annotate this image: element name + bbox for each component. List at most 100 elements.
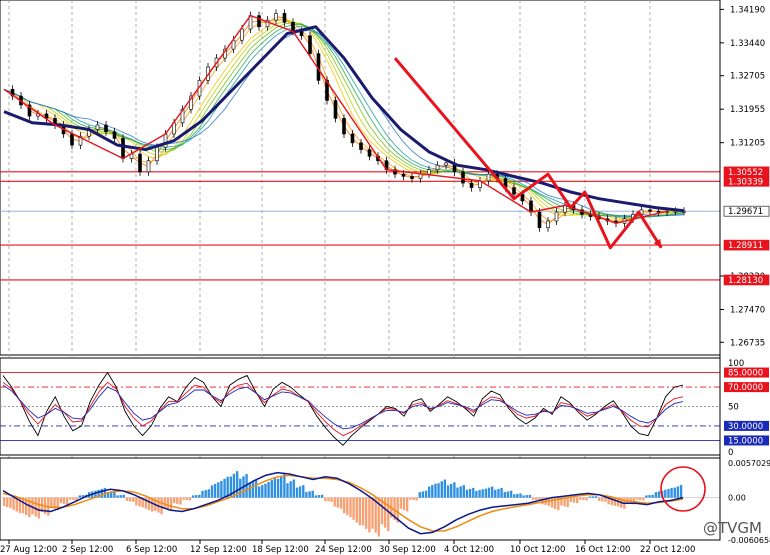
time-axis-label: 18 Sep 12:00 [252,545,309,555]
macd-histogram-bar [280,476,283,498]
macd-histogram-bar [289,481,292,498]
price-axis-label: 1.31205 [730,139,765,149]
macd-histogram-bar [295,487,299,498]
candle-body [520,193,525,202]
time-axis-label: 4 Oct 12:00 [444,545,494,555]
oscillator-level-label: 70.0000 [728,383,763,393]
candle-body [274,13,278,21]
time-axis-label: 22 Oct 12:00 [640,545,695,555]
candle-body [537,211,542,229]
macd-histogram-bar [232,473,236,498]
macd-histogram-bar [421,491,425,498]
macd-histogram-bar [66,497,69,505]
price-level-tag [723,239,770,251]
ribbon-ma-line [3,23,685,218]
macd-histogram-bar [204,490,207,498]
macd-histogram-bar [358,497,362,526]
macd-histogram-bar [339,497,343,509]
macd-histogram-bar [37,497,40,519]
macd-histogram-bar [399,497,403,509]
candle-body [282,13,287,23]
slow-moving-average [3,25,685,213]
macd-histogram-bar [106,492,110,498]
macd-histogram-bar [601,497,604,502]
macd-histogram-bar [25,497,28,516]
macd-histogram-bar [383,497,387,528]
macd-histogram-bar [160,497,163,515]
macd-histogram-bar [472,487,475,498]
macd-histogram-bar [491,486,494,498]
candle-body [529,200,533,213]
macd-histogram-bar [62,497,66,504]
candle-body [350,133,355,144]
macd-histogram-bar [453,482,456,498]
macd-histogram-bar [503,492,506,498]
macd-histogram-bar [377,497,380,537]
macd-histogram-bar [465,489,469,498]
macd-histogram-bar [638,497,642,501]
macd-histogram-bar [509,490,513,498]
macd-histogram-bar [119,495,122,498]
macd-histogram-bar [415,497,418,501]
price-panel: 1.341901.334401.327051.319551.312051.282… [0,0,770,540]
oscillator-level-label: 30.0000 [728,422,763,432]
macd-histogram-bar [679,485,683,498]
price-level-tag [723,205,770,217]
oscillator-axis-label: 100 [728,359,744,369]
macd-histogram-bar [572,497,576,503]
macd-histogram-bar [270,480,273,498]
oscillator-panel: 85.0000 70.0000 50 30.0000 15.0000 100 0 [0,357,769,458]
macd-histogram-bar [579,497,582,500]
macd-histogram-bar [437,483,440,498]
time-axis-label: 27 Aug 12:00 [0,545,57,555]
macd-histogram-bar [585,497,588,501]
macd-histogram-bar [210,485,214,498]
macd-histogram-bar [72,497,75,501]
macd-histogram-bar [12,497,15,510]
macd-histogram-bar [116,495,119,498]
macd-histogram-bar [283,474,286,498]
macd-histogram-bar [163,497,166,508]
macd-histogram-bar [34,497,37,517]
macd-histogram-bar [223,478,226,498]
macd-histogram-bar [654,492,658,498]
candle-body [112,131,117,139]
macd-histogram-bar [468,488,472,498]
macd-histogram-bar [122,494,125,498]
price-level-label: 1.30552 [728,168,763,178]
macd-histogram-bar [251,481,255,498]
macd-histogram-bar [157,497,160,513]
macd-histogram-bar [635,497,639,500]
macd-histogram-bar [128,497,132,502]
macd-histogram-bar [78,495,81,498]
candle-body [656,210,661,213]
macd-histogram-bar [21,497,25,514]
candle-body [401,173,406,177]
time-axis-label: 16 Oct 12:00 [575,545,630,555]
macd-histogram-bar [267,482,270,498]
macd-histogram-bar [528,494,532,498]
macd-histogram-bar [494,489,497,498]
macd-histogram-bar [254,479,258,498]
macd-histogram-bar [286,483,289,498]
time-axis-label: 10 Oct 12:00 [510,545,565,555]
candle-body [155,147,159,162]
macd-histogram-bar [302,485,305,498]
macd-histogram-bar [380,497,384,525]
macd-histogram-bar [31,497,34,515]
price-axis-label: 1.32705 [730,72,765,82]
macd-histogram-bar [179,497,182,505]
oscillator-level-label: 15.0000 [728,436,763,446]
price-level-label: 1.28130 [728,276,763,286]
macd-histogram-bar [446,485,450,498]
macd-histogram-bar [336,497,340,508]
macd-histogram-bar [424,490,428,498]
macd-histogram-bar [248,483,251,498]
candle-body [163,133,168,148]
macd-histogram-bar [3,497,6,506]
macd-histogram-bar [374,497,377,533]
macd-histogram-bar [56,497,59,511]
time-axis-label: 12 Sep 12:00 [190,545,247,555]
macd-histogram-bar [459,486,462,498]
candle-body [367,149,372,157]
